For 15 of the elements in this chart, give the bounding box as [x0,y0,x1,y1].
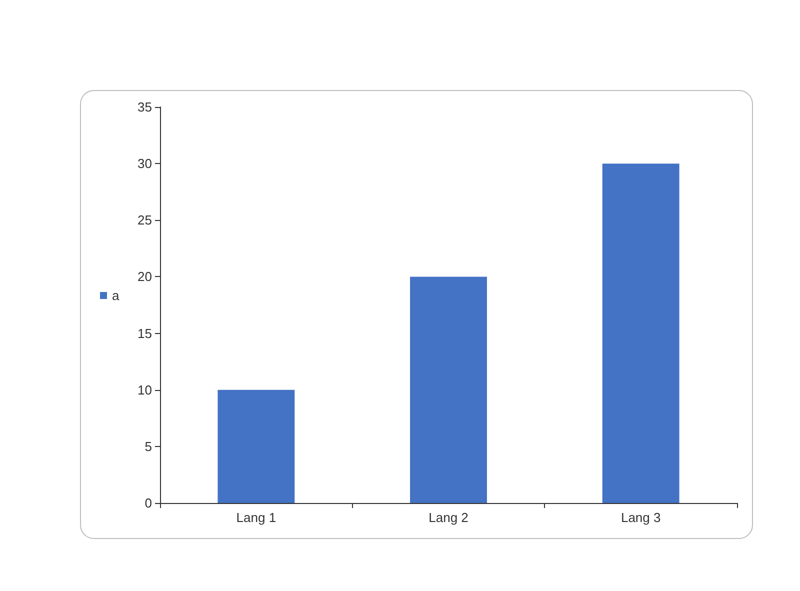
x-tick-label: Lang 1 [236,510,276,525]
bar [218,390,295,503]
legend-label: a [112,288,120,303]
x-tick-label: Lang 2 [428,510,468,525]
y-tick-label: 30 [138,156,152,172]
y-tick-label: 25 [138,212,152,228]
bar [602,164,680,503]
y-tick-label: 35 [138,100,152,114]
x-tick-label: Lang 3 [620,510,661,525]
y-tick-label: 20 [138,269,152,284]
y-tick-label: 15 [138,326,152,341]
bar [410,276,487,503]
y-tick-label: 0 [144,496,152,510]
y-tick-label: 10 [138,382,152,398]
y-tick-label: 5 [144,438,152,454]
